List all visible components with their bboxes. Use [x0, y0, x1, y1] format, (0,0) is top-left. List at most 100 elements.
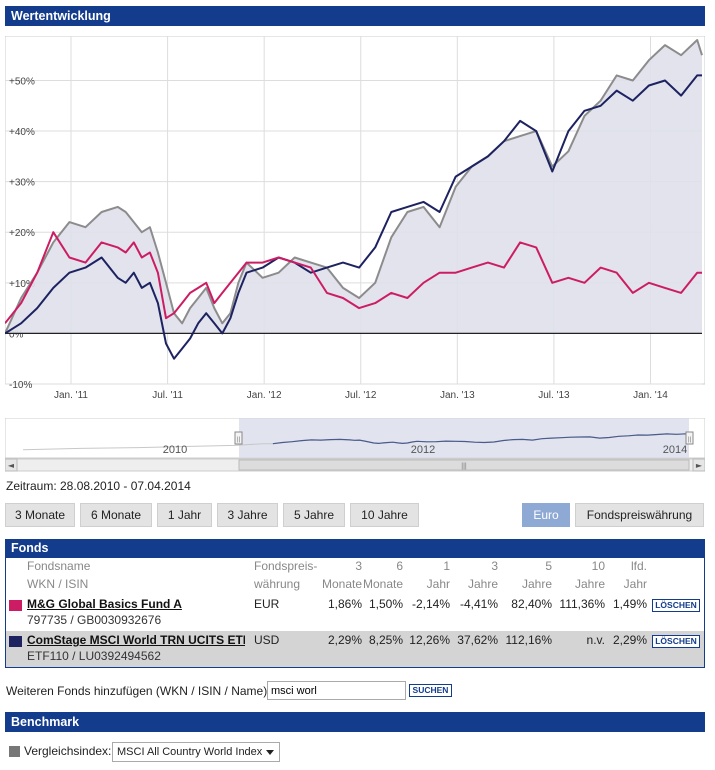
fund-row: M&G Global Basics Fund A 797735 / GB0030… [6, 595, 704, 631]
range-3-monate-button[interactable]: 3 Monate [5, 503, 75, 527]
range-5-jahre-button[interactable]: 5 Jahre [283, 503, 345, 527]
chart-navigator-svg[interactable]: || || 2010 2012 2014 ||| ◄ ► [4, 417, 706, 474]
fund-3m: 2,29% [327, 633, 362, 647]
fund-1j: 12,26% [409, 633, 450, 647]
chevron-down-icon [266, 750, 274, 755]
fund-lfd: 1,49% [612, 597, 647, 611]
navigator-handle-left-grip[interactable]: || [237, 437, 241, 443]
range-1-jahr-button[interactable]: 1 Jahr [157, 503, 212, 527]
fund-5j: 82,40% [511, 597, 552, 611]
fonds-header: Fonds [5, 539, 705, 558]
fonds-table-header: Fondsname WKN / ISIN Fondspreis- währung… [6, 557, 704, 595]
col-6m-top: 6 [396, 559, 403, 573]
range-10-jahre-button[interactable]: 10 Jahre [350, 503, 419, 527]
x-tick-label: Jan. '13 [440, 390, 475, 401]
col-1j-bottom: Jahr [426, 577, 450, 591]
col-6m-bottom: Monate [362, 577, 403, 591]
navigator-scrollbar-thumb[interactable] [238, 459, 690, 471]
fund-3j: 37,62% [457, 633, 498, 647]
benchmark-header: Benchmark [5, 712, 705, 732]
fund-color-swatch [9, 600, 22, 611]
range-3-jahre-button[interactable]: 3 Jahre [217, 503, 278, 527]
col-10j-top: 10 [591, 559, 605, 573]
benchmark-area [5, 40, 702, 334]
fund-3m: 1,86% [327, 597, 362, 611]
navigator-year-label: 2010 [163, 444, 187, 456]
x-tick-label: Jan. '11 [54, 390, 88, 401]
navigator-selection[interactable] [239, 418, 689, 458]
currency-fondspreiswaehrung-button[interactable]: Fondspreiswährung [575, 503, 704, 527]
series-line [5, 39, 703, 334]
fund-currency: USD [254, 633, 280, 647]
series-line [5, 231, 702, 324]
col-fondsname: Fondsname [27, 559, 91, 573]
col-lfd-bottom: Jahr [623, 577, 647, 591]
fund-currency: EUR [254, 597, 280, 611]
col-5j-bottom: Jahre [521, 577, 552, 591]
range-6-monate-button[interactable]: 6 Monate [80, 503, 152, 527]
fund-name-link[interactable]: ComStage MSCI World TRN UCITS ETF I [27, 633, 245, 647]
benchmark-selected-value: MSCI All Country World Index [117, 746, 263, 758]
fund-color-swatch [9, 636, 22, 647]
navigator-year-label: 2012 [411, 444, 435, 456]
y-tick-label: +10% [9, 279, 35, 290]
col-fondspreis: Fondspreis- [254, 559, 318, 573]
navigator-handle-right-grip[interactable]: || [688, 437, 692, 443]
wertentwicklung-title: Wertentwicklung [11, 9, 111, 23]
col-3m-top: 3 [355, 559, 362, 573]
fund-lfd: 2,29% [612, 633, 647, 647]
x-tick-label: Jan. '12 [247, 390, 282, 401]
navigator-handle-right[interactable] [685, 431, 694, 445]
benchmark-title: Benchmark [11, 715, 80, 729]
fonds-table: Fondsname WKN / ISIN Fondspreis- währung… [5, 557, 705, 668]
fund-10j: 111,36% [559, 597, 605, 611]
fund-6m: 8,25% [368, 633, 403, 647]
zeitraum-label: Zeitraum: 28.08.2010 - 07.04.2014 [6, 479, 191, 493]
navigator-scrollbar-grip[interactable]: ||| [461, 463, 467, 470]
y-tick-label: +50% [9, 76, 35, 87]
col-3m-bottom: Monate [321, 577, 362, 591]
col-lfd-top: lfd. [630, 559, 647, 573]
benchmark-select[interactable]: MSCI All Country World Index [112, 742, 280, 762]
fund-delete-button[interactable]: LÖSCHEN [652, 599, 700, 612]
fund-6m: 1,50% [368, 597, 403, 611]
scroll-left-icon[interactable]: ◄ [8, 461, 15, 470]
performance-chart: -10% 0% +10% +20% +30% +40% +50% Jan. '11 Jul. '… [5, 36, 705, 404]
col-5j-top: 5 [545, 559, 552, 573]
x-tick-label: Jan. '14 [633, 390, 668, 401]
fund-delete-button[interactable]: LÖSCHEN [652, 635, 700, 648]
x-tick-label: Jul. '13 [538, 390, 570, 401]
add-fund-label: Weiteren Fonds hinzufügen (WKN / ISIN / … [6, 684, 271, 698]
performance-chart-svg: -10% 0% +10% +20% +30% +40% +50% Jan. '11 Jul. '… [5, 36, 705, 401]
y-tick-label: 0% [9, 329, 24, 340]
fonds-title: Fonds [11, 541, 49, 555]
col-waehrung: währung [254, 577, 301, 591]
col-3j-top: 3 [491, 559, 498, 573]
wertentwicklung-header: Wertentwicklung [5, 6, 705, 26]
navigator-year-label: 2014 [663, 444, 687, 456]
navigator-handle-left[interactable] [234, 431, 243, 445]
col-10j-bottom: Jahre [574, 577, 605, 591]
fund-ids: ETF110 / LU0392494562 [27, 649, 161, 663]
y-tick-label: +30% [9, 178, 35, 189]
col-wkn-isin: WKN / ISIN [27, 577, 89, 591]
benchmark-color-swatch [9, 746, 20, 757]
search-button[interactable]: SUCHEN [409, 684, 452, 697]
x-tick-label: Jul. '11 [152, 390, 183, 401]
benchmark-label: Vergleichsindex: [24, 744, 112, 758]
add-fund-input[interactable] [267, 681, 406, 700]
fund-row: ComStage MSCI World TRN UCITS ETF I ETF1… [6, 631, 704, 667]
currency-euro-button[interactable]: Euro [522, 503, 570, 527]
x-tick-label: Jul. '12 [345, 390, 377, 401]
col-1j-top: 1 [443, 559, 450, 573]
fund-10j: n.v. [586, 633, 605, 647]
navigator-series-selected [272, 433, 690, 445]
navigator-scroll-left-button[interactable] [4, 458, 18, 472]
y-tick-label: -10% [9, 380, 32, 391]
fund-1j: -2,14% [411, 597, 450, 611]
fund-3j: -4,41% [459, 597, 498, 611]
scroll-right-icon[interactable]: ► [696, 461, 703, 470]
chart-navigator[interactable]: || || 2010 2012 2014 ||| ◄ ► [4, 417, 706, 474]
y-tick-label: +20% [9, 228, 35, 239]
fund-name-link[interactable]: M&G Global Basics Fund A [27, 597, 182, 611]
